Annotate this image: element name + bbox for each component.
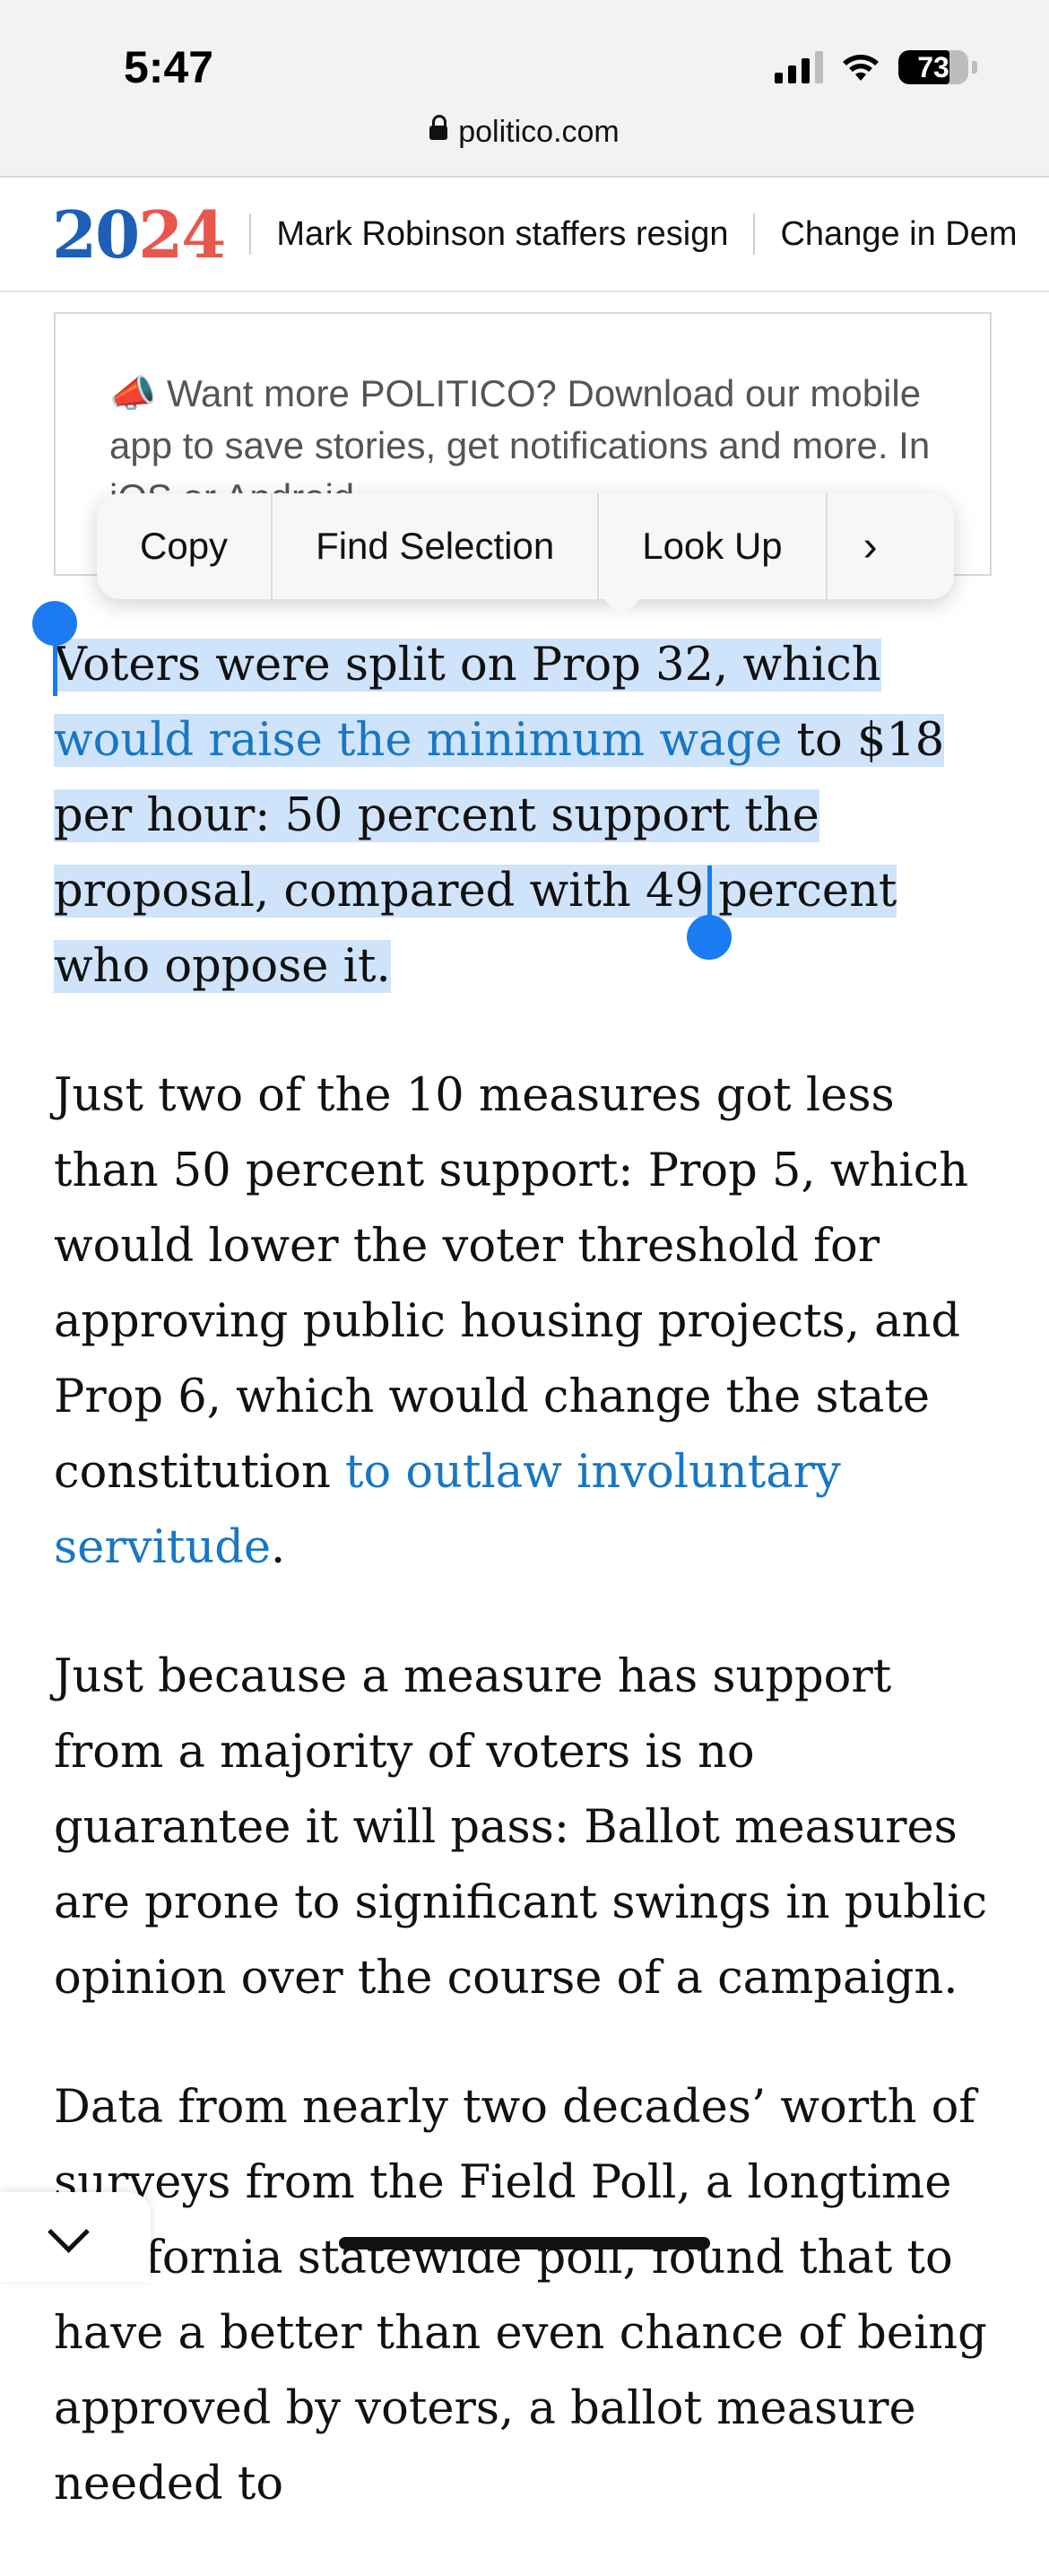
outlaw-servitude-link[interactable]: to outlaw involuntary servitude xyxy=(54,1446,841,1574)
paragraph-selected[interactable]: Voters were split on Prop 32, which woul… xyxy=(54,628,1004,1005)
paragraph-text-end: . xyxy=(271,1521,286,1574)
topic-nav: 2024 Mark Robinson staffers resign Chang… xyxy=(0,178,1049,292)
selection-start-handle[interactable] xyxy=(32,601,77,646)
text-selection-menu: Copy Find Selection Look Up › xyxy=(97,493,954,617)
more-options-chevron-icon[interactable]: › xyxy=(825,493,914,599)
paragraph-text: Just two of the 10 measures got less tha… xyxy=(54,1069,969,1499)
minimum-wage-link[interactable]: would raise the minimum wage xyxy=(54,714,783,767)
chevron-down-icon xyxy=(48,2211,90,2253)
battery-icon: 73 xyxy=(898,50,968,84)
megaphone-icon: 📣 xyxy=(109,372,157,414)
browser-chrome: 5:47 73 politico.com xyxy=(0,0,1049,178)
paragraph: Just because a measure has support from … xyxy=(54,1650,988,2005)
menu-pointer xyxy=(603,597,642,617)
cellular-signal-icon xyxy=(775,51,823,83)
logo-year-part2: 24 xyxy=(138,196,226,273)
nav-divider xyxy=(249,213,252,255)
wifi-icon xyxy=(843,55,879,81)
collapse-toolbar-button[interactable] xyxy=(0,2192,151,2282)
home-indicator[interactable] xyxy=(339,2237,710,2250)
copy-button[interactable]: Copy xyxy=(140,525,229,567)
status-time: 5:47 xyxy=(124,42,214,92)
paragraph: Data from nearly two decades’ worth of s… xyxy=(54,2081,987,2511)
nav-link-robinson[interactable]: Mark Robinson staffers resign xyxy=(276,214,729,253)
nav-divider xyxy=(753,213,756,255)
selection-start-caret xyxy=(53,642,57,696)
battery-tip xyxy=(972,61,977,74)
selection-end-caret xyxy=(707,866,712,921)
selection-end-handle[interactable] xyxy=(687,915,732,960)
address-bar[interactable]: politico.com xyxy=(0,114,1049,150)
battery-level: 73 xyxy=(917,50,949,83)
article-body: Voters were split on Prop 32, which woul… xyxy=(54,628,1004,2576)
look-up-button[interactable]: Look Up xyxy=(597,493,825,599)
logo-year-part1: 20 xyxy=(52,196,140,273)
url-text: politico.com xyxy=(458,115,620,149)
paragraph: Just two of the 10 measures got less tha… xyxy=(54,1058,1004,1586)
status-icons: 73 xyxy=(775,50,977,84)
selected-text-1: Voters were split on Prop 32, which xyxy=(54,639,881,692)
find-selection-button[interactable]: Find Selection xyxy=(271,493,597,599)
nav-link-change-in-dem[interactable]: Change in Dem xyxy=(780,214,1018,253)
lock-icon xyxy=(429,114,448,144)
election-2024-logo[interactable]: 2024 xyxy=(52,196,226,273)
